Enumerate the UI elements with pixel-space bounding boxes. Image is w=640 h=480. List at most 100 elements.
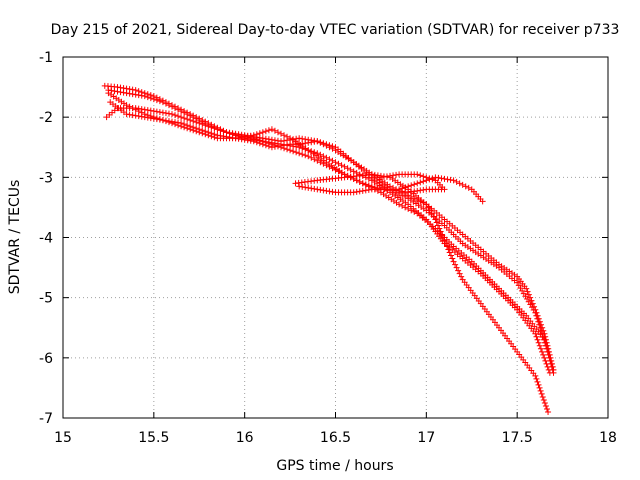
data-point <box>411 208 418 215</box>
data-point <box>181 121 188 128</box>
data-point <box>311 185 318 192</box>
data-point <box>178 114 185 121</box>
data-point <box>459 181 466 188</box>
data-point <box>247 137 254 144</box>
data-point <box>165 102 172 109</box>
series-track-2 <box>105 87 557 376</box>
data-point <box>162 117 169 124</box>
data-point <box>196 120 203 127</box>
data-point <box>417 198 424 205</box>
data-point <box>525 291 532 298</box>
data-point <box>534 378 541 385</box>
data-point <box>184 122 191 129</box>
data-point <box>262 128 269 135</box>
data-point <box>335 160 342 167</box>
data-point <box>549 363 556 370</box>
data-point <box>281 142 288 149</box>
data-point <box>111 88 118 95</box>
data-point <box>147 107 154 114</box>
data-point <box>320 140 327 147</box>
data-point <box>293 149 300 156</box>
data-point <box>262 135 269 142</box>
data-point <box>353 188 360 195</box>
data-point <box>196 126 203 133</box>
data-point <box>414 171 421 178</box>
data-point <box>320 187 327 194</box>
data-point <box>271 137 278 144</box>
data-point <box>545 345 552 352</box>
data-point <box>178 120 185 127</box>
data-point <box>449 255 456 262</box>
data-point <box>317 186 324 193</box>
data-point <box>414 180 421 187</box>
data-point <box>543 405 550 412</box>
data-point <box>338 162 345 169</box>
data-point <box>135 108 142 115</box>
y-tick-label: -5 <box>39 291 53 307</box>
data-point <box>208 124 215 131</box>
data-point <box>308 154 315 161</box>
data-point <box>356 188 363 195</box>
chart-title: Day 215 of 2021, Sidereal Day-to-day VTE… <box>51 22 620 38</box>
data-point <box>350 168 357 175</box>
data-point <box>465 184 472 191</box>
data-point <box>135 113 142 120</box>
data-point <box>123 111 130 118</box>
data-point <box>150 108 157 115</box>
data-point <box>299 140 306 147</box>
data-point <box>317 139 324 146</box>
data-point <box>265 136 272 143</box>
data-point <box>308 139 315 146</box>
data-point <box>217 132 224 139</box>
data-point <box>205 129 212 136</box>
data-point <box>117 89 124 96</box>
data-point <box>317 159 324 166</box>
data-point <box>383 173 390 180</box>
y-tick-label: -7 <box>39 411 53 427</box>
data-point <box>447 252 454 259</box>
data-point <box>411 181 418 188</box>
data-point <box>262 142 269 149</box>
data-point <box>135 92 142 99</box>
data-point <box>368 186 375 193</box>
data-point <box>546 351 553 358</box>
series-track-1 <box>101 82 553 376</box>
data-point <box>529 300 536 307</box>
data-point <box>341 163 348 170</box>
data-point <box>193 119 200 126</box>
data-point <box>399 188 406 195</box>
data-point <box>253 131 260 138</box>
data-point <box>543 339 550 346</box>
data-point <box>123 90 130 97</box>
axis-ticks <box>62 56 609 419</box>
data-point <box>440 234 447 241</box>
data-point <box>265 143 272 150</box>
data-point <box>435 222 442 229</box>
data-point <box>535 315 542 322</box>
x-tick-labels: 15 15.5 16 16.5 17 17.5 18 <box>54 430 617 446</box>
data-point <box>159 117 166 124</box>
y-axis-label: SDTVAR / TECUs <box>7 180 23 295</box>
data-point <box>402 188 409 195</box>
data-point <box>199 127 206 134</box>
data-point <box>141 93 148 100</box>
data-point <box>153 115 160 122</box>
y-tick-label: -4 <box>39 231 53 247</box>
data-point <box>536 318 543 325</box>
data-point <box>456 270 463 277</box>
data-point <box>311 156 318 163</box>
data-point <box>232 135 239 142</box>
data-point <box>550 366 557 373</box>
data-point <box>408 188 415 195</box>
data-point <box>408 182 415 189</box>
data-point <box>144 94 151 101</box>
data-point <box>458 273 465 280</box>
data-point <box>429 176 436 183</box>
data-point <box>299 135 306 142</box>
data-point <box>548 357 555 364</box>
data-point <box>441 175 448 182</box>
data-point <box>175 113 182 120</box>
data-point <box>532 306 539 313</box>
data-point <box>533 309 540 316</box>
data-point <box>533 333 540 340</box>
